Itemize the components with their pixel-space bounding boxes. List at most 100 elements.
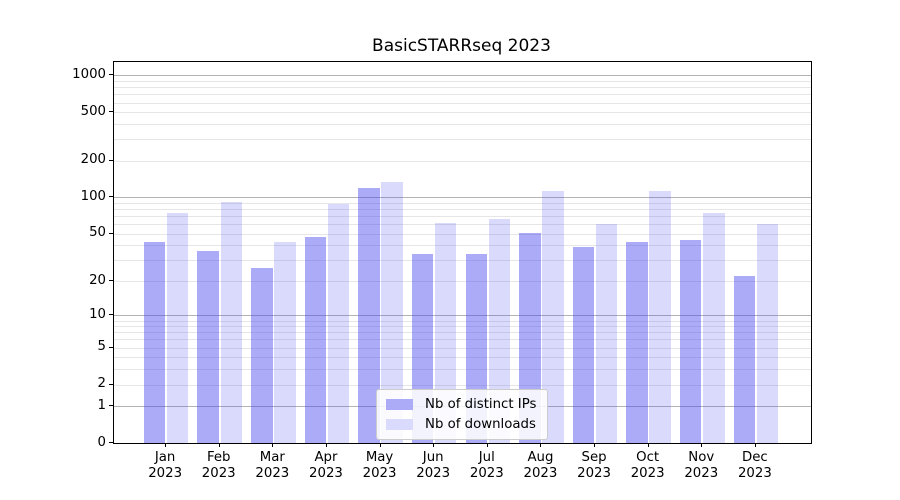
gridline-minor — [114, 339, 811, 341]
bar-downloads-apr — [327, 204, 350, 443]
y-tick-label-2: 2 — [97, 376, 106, 392]
x-tick-mark — [486, 443, 488, 447]
bar-downloads-oct — [649, 190, 671, 443]
gridline-minor — [114, 357, 811, 359]
x-tick-mark — [325, 443, 327, 447]
x-tick-label-dec: Dec 2023 — [737, 450, 772, 481]
y-tick-mark — [109, 196, 113, 198]
bar-distinct-ips-sep — [572, 246, 595, 443]
bar-distinct-ips-jan — [143, 241, 166, 443]
x-tick-label-jan: Jan 2023 — [148, 450, 183, 481]
gridline-major — [114, 197, 811, 199]
gridline-minor — [114, 203, 811, 205]
y-tick-label-20: 20 — [89, 272, 106, 288]
gridline-minor — [114, 139, 811, 141]
bar-distinct-ips-may — [358, 187, 380, 443]
gridline-minor — [114, 384, 811, 386]
gridline-minor — [114, 124, 811, 126]
gridline-minor — [114, 102, 811, 104]
x-tick-label-aug: Aug 2023 — [523, 450, 558, 481]
gridline-major — [114, 315, 811, 317]
bar-downloads-sep — [595, 224, 618, 443]
x-tick-mark — [433, 443, 435, 447]
bar-distinct-ips-nov — [679, 240, 702, 443]
gridline-major — [114, 75, 811, 77]
x-tick-mark — [379, 443, 381, 447]
gridline-minor — [114, 81, 811, 83]
legend-swatch-downloads — [386, 419, 413, 430]
y-tick-mark — [109, 405, 113, 407]
bar-distinct-ips-apr — [304, 237, 327, 443]
y-tick-mark — [109, 111, 113, 113]
gridline-minor — [114, 112, 811, 114]
x-tick-label-apr: Apr 2023 — [309, 450, 343, 481]
bar-downloads-nov — [703, 213, 725, 443]
y-tick-label-500: 500 — [80, 103, 106, 119]
plot-area — [113, 61, 812, 444]
y-tick-mark — [109, 232, 113, 234]
gridline-minor — [114, 160, 811, 162]
x-tick-mark — [594, 443, 596, 447]
chart-title: BasicSTARRseq 2023 — [372, 36, 551, 56]
gridline-minor — [114, 233, 811, 235]
gridline-minor — [114, 281, 811, 283]
x-tick-label-sep: Sep 2023 — [577, 450, 611, 481]
gridline-minor — [114, 87, 811, 89]
x-tick-mark — [218, 443, 220, 447]
bar-distinct-ips-dec — [733, 276, 756, 443]
x-tick-mark — [647, 443, 649, 447]
bar-distinct-ips-oct — [626, 241, 648, 443]
legend-swatch-distinct-ips — [386, 399, 413, 410]
y-tick-label-50: 50 — [89, 225, 106, 241]
bar-downloads-dec — [756, 224, 779, 443]
legend-item-downloads: Nb of downloads — [386, 417, 536, 432]
x-tick-mark — [701, 443, 703, 447]
bar-downloads-may — [381, 181, 403, 443]
bar-downloads-aug — [542, 191, 564, 443]
bar-downloads-jan — [166, 213, 189, 443]
x-tick-label-mar: Mar 2023 — [255, 450, 290, 481]
gridline-minor — [114, 216, 811, 218]
x-tick-label-jul: Jul 2023 — [469, 450, 504, 481]
x-tick-label-oct: Oct 2023 — [630, 450, 665, 481]
gridline-minor — [114, 260, 811, 262]
gridline-minor — [114, 245, 811, 247]
x-tick-label-may: May 2023 — [362, 450, 397, 481]
legend-item-distinct-ips: Nb of distinct IPs — [386, 397, 536, 412]
bar-downloads-mar — [274, 241, 296, 443]
x-tick-mark — [272, 443, 274, 447]
gridline-minor — [114, 224, 811, 226]
bar-distinct-ips-mar — [251, 267, 273, 443]
y-tick-label-200: 200 — [80, 152, 106, 168]
gridline-minor — [114, 209, 811, 211]
x-tick-mark — [165, 443, 167, 447]
y-tick-label-5: 5 — [97, 339, 106, 355]
legend-label-downloads: Nb of downloads — [425, 417, 536, 432]
legend-label-distinct-ips: Nb of distinct IPs — [425, 397, 537, 412]
y-tick-mark — [109, 74, 113, 76]
gridline-minor — [114, 94, 811, 96]
legend: Nb of distinct IPs Nb of downloads — [376, 389, 549, 440]
y-tick-label-0: 0 — [97, 434, 106, 450]
y-tick-mark — [109, 159, 113, 161]
x-tick-label-nov: Nov 2023 — [684, 450, 719, 481]
y-tick-mark — [109, 442, 113, 443]
x-tick-label-feb: Feb 2023 — [201, 450, 236, 481]
y-tick-mark — [109, 383, 113, 385]
y-tick-mark — [109, 314, 113, 316]
gridline-minor — [114, 347, 811, 349]
bar-downloads-jun — [434, 223, 457, 443]
y-tick-label-10: 10 — [89, 306, 106, 322]
x-tick-mark — [754, 443, 756, 447]
y-tick-label-1: 1 — [97, 397, 106, 413]
bar-distinct-ips-feb — [197, 250, 219, 443]
gridline-minor — [114, 369, 811, 371]
gridline-minor — [114, 332, 811, 334]
y-tick-label-1000: 1000 — [72, 66, 106, 82]
y-tick-mark — [109, 280, 113, 282]
x-tick-mark — [540, 443, 542, 447]
y-tick-mark — [109, 346, 113, 348]
bar-downloads-feb — [220, 202, 243, 443]
gridline-minor — [114, 326, 811, 328]
